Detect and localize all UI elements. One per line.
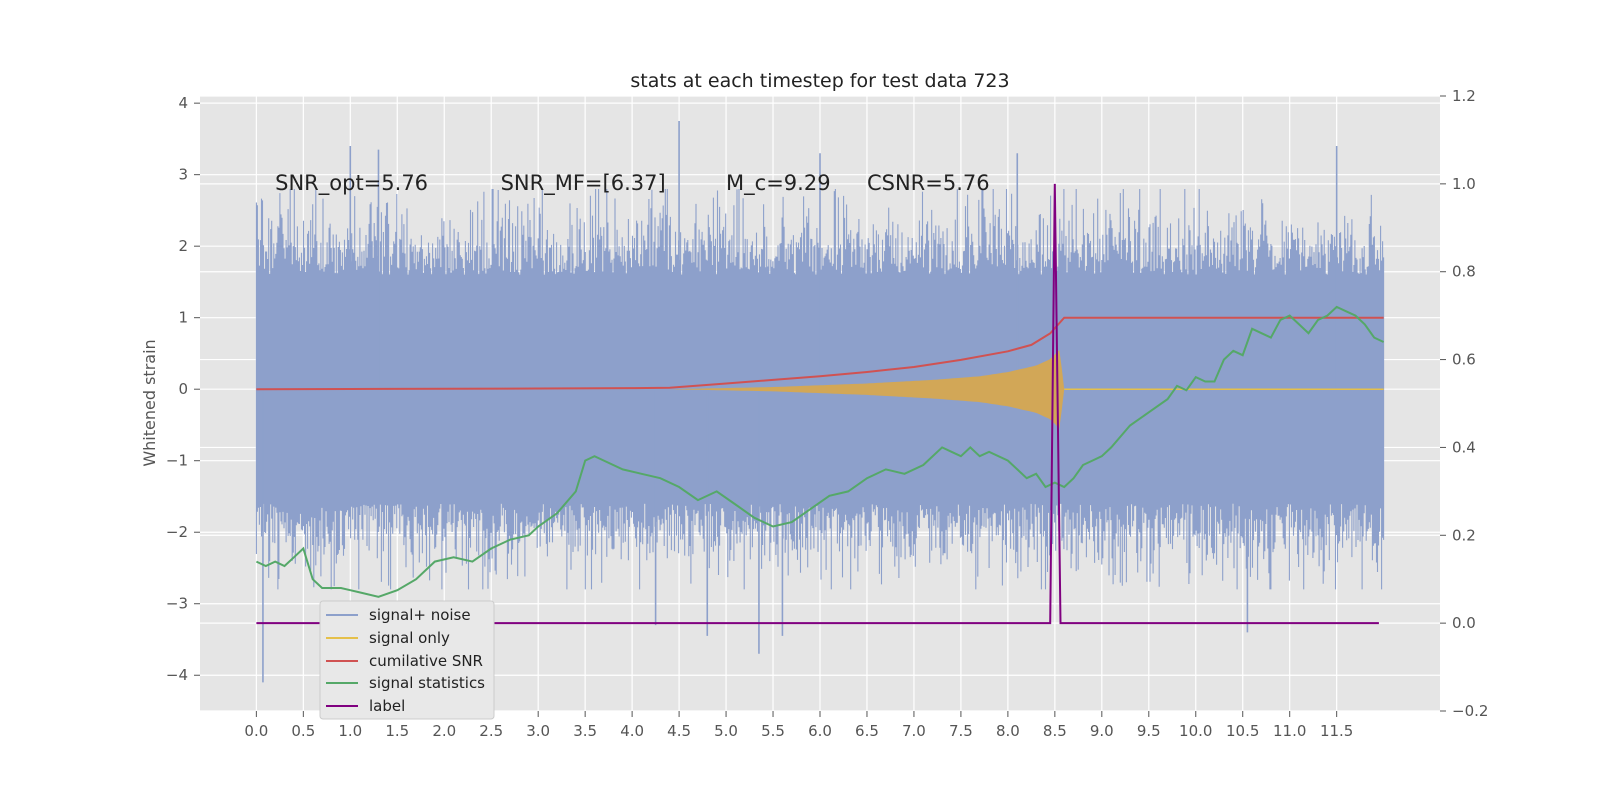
x-tick-label: 4.0	[620, 722, 644, 740]
x-tick-label: 7.0	[902, 722, 926, 740]
y2-tick-label: 0.2	[1452, 526, 1476, 544]
series-label	[256, 183, 1379, 625]
x-tick-label: 2.0	[432, 722, 456, 740]
y-tick-label: −1	[166, 452, 188, 470]
y2-tick-label: 0.6	[1452, 351, 1476, 369]
y-tick-label: 4	[178, 94, 188, 112]
x-tick-label: 2.5	[479, 722, 503, 740]
x-tick-label: 1.5	[385, 722, 409, 740]
legend: signal+ noise signal only cumilative SNR…	[319, 600, 495, 720]
y-tick-label: −3	[166, 595, 188, 613]
x-tick-label: 6.5	[855, 722, 879, 740]
x-tick-label: 9.0	[1090, 722, 1114, 740]
plot-area	[255, 121, 1385, 683]
series-signal-only-fill	[669, 350, 1065, 429]
x-tick-label: 0.0	[244, 722, 268, 740]
y-tick-label: 1	[178, 309, 188, 327]
legend-label-cumilative-snr: cumilative SNR	[369, 652, 483, 670]
x-tick-label: 11.0	[1273, 722, 1306, 740]
x-tick-label: 1.0	[338, 722, 362, 740]
x-tick-label: 3.5	[573, 722, 597, 740]
x-tick-label: 9.5	[1137, 722, 1161, 740]
legend-label-signal-statistics: signal statistics	[369, 674, 485, 692]
y-axis-label: Whitened strain	[140, 339, 159, 466]
x-tick-label: 7.5	[949, 722, 973, 740]
y2-tick-label: 1.2	[1452, 87, 1476, 105]
y-tick-label: 2	[178, 237, 188, 255]
series-signal-statistics	[255, 305, 1385, 598]
legend-label-signal-only: signal only	[369, 629, 450, 647]
y-tick-label: −4	[166, 666, 188, 684]
x-tick-label: 8.0	[996, 722, 1020, 740]
annotation-1: SNR_MF=[6.37]	[501, 171, 666, 196]
x-tick-label: 8.5	[1043, 722, 1067, 740]
legend-label-label: label	[369, 697, 405, 715]
y-tick-label: −2	[166, 523, 188, 541]
legend-label-signal-noise: signal+ noise	[369, 606, 471, 624]
x-tick-label: 0.5	[291, 722, 315, 740]
y2-tick-label: −0.2	[1452, 702, 1488, 720]
chart-title: stats at each timestep for test data 723	[630, 70, 1009, 92]
x-tick-label: 5.0	[714, 722, 738, 740]
y2-tick-label: 0.0	[1452, 614, 1476, 632]
axes: 0.0 0.5 1.0 1.5 2.0 2.5 3.0 3.5 4.0 4.5 5.0 5.5 6.0 6…	[166, 87, 1489, 740]
x-tick-label: 4.5	[667, 722, 691, 740]
y2-tick-label: 0.4	[1452, 438, 1476, 456]
annotation-3: CSNR=5.76	[867, 171, 990, 195]
legend-box	[319, 600, 495, 720]
y2-tick-label: 1.0	[1452, 175, 1476, 193]
annotation-2: M_c=9.29	[726, 171, 831, 196]
x-tick-label: 6.0	[808, 722, 832, 740]
x-tick-label: 3.0	[526, 722, 550, 740]
annotations: SNR_opt=5.76 SNR_MF=[6.37] M_c=9.29 CSNR=5.…	[275, 171, 989, 196]
x-tick-label: 11.5	[1320, 722, 1353, 740]
y2-tick-label: 0.8	[1452, 263, 1476, 281]
series-cumilative-snr	[256, 316, 1384, 391]
y-tick-label: 3	[178, 166, 188, 184]
x-tick-label: 10.5	[1226, 722, 1259, 740]
y-tick-label: 0	[178, 380, 188, 398]
annotation-0: SNR_opt=5.76	[275, 171, 428, 196]
x-tick-label: 10.0	[1179, 722, 1212, 740]
x-tick-label: 5.5	[761, 722, 785, 740]
